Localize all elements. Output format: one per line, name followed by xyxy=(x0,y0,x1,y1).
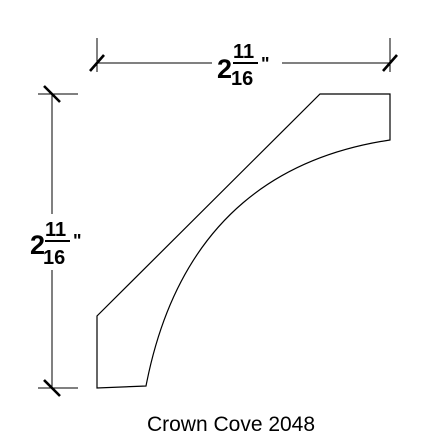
molding-profile xyxy=(96,93,391,389)
width-whole: 2 xyxy=(217,54,232,84)
height-tick-bottom xyxy=(43,379,61,397)
width-numerator: 11 xyxy=(233,41,254,63)
width-unit-mark: " xyxy=(261,54,270,74)
height-numerator: 11 xyxy=(45,219,66,241)
profile-caption: Crown Cove 2048 xyxy=(147,413,315,436)
width-tick-right xyxy=(382,54,398,72)
height-whole: 2 xyxy=(30,230,45,260)
width-tick-left xyxy=(89,54,105,72)
width-denominator: 16 xyxy=(231,68,253,90)
height-denominator: 16 xyxy=(43,247,65,269)
height-tick-top xyxy=(43,85,61,103)
height-unit-mark: " xyxy=(73,231,82,251)
height-dimension: 2 11 16 " xyxy=(30,85,82,397)
width-dimension: 2 11 16 " xyxy=(89,38,398,90)
